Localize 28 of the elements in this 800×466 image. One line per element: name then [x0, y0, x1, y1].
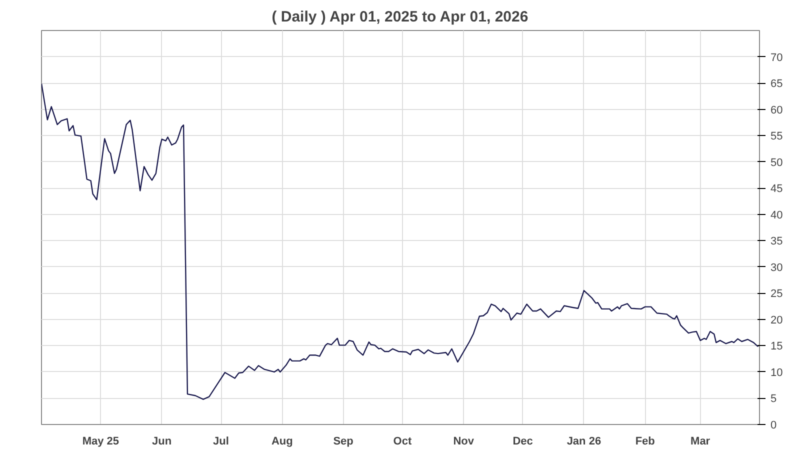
- x-tick-label: May 25: [82, 436, 120, 448]
- x-tick-label: Dec: [512, 436, 533, 448]
- y-tick-label: 55: [770, 130, 783, 143]
- y-tick-label: 30: [770, 262, 783, 274]
- x-tick-label: Jun: [152, 436, 172, 448]
- x-tick-label: Feb: [635, 436, 656, 448]
- y-tick-label: 70: [770, 52, 783, 64]
- y-tick-label: 25: [770, 288, 783, 300]
- y-tick-label: 45: [770, 183, 783, 196]
- y-tick-label: 35: [770, 236, 783, 248]
- y-tick-label: 5: [770, 393, 777, 406]
- y-tick-label: 50: [770, 156, 783, 169]
- y-tick-label: 40: [770, 209, 783, 222]
- line-series: [42, 82, 760, 400]
- x-tick-label: Aug: [271, 436, 293, 448]
- y-tick-label: 15: [770, 340, 783, 353]
- y-tick-label: 65: [770, 78, 783, 90]
- x-tick-label: Oct: [393, 436, 412, 448]
- x-tick-label: Sep: [333, 436, 354, 448]
- y-tick-label: 0: [770, 420, 777, 432]
- y-tick-label: 20: [770, 314, 783, 326]
- y-tick-label: 10: [770, 366, 783, 379]
- x-tick-label: Nov: [453, 436, 475, 448]
- y-tick-label: 60: [770, 104, 783, 116]
- x-tick-label: Jul: [213, 436, 229, 448]
- chart-title: ( Daily ) Apr 01, 2025 to Apr 01, 2026: [272, 8, 528, 26]
- x-tick-label: Jan 26: [566, 436, 602, 448]
- x-tick-label: Mar: [690, 436, 711, 448]
